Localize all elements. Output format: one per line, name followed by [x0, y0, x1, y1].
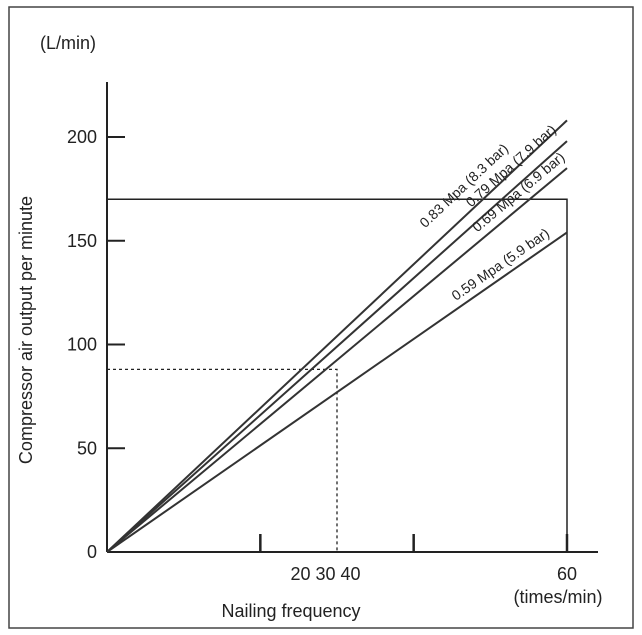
y-axis-title: Compressor air output per minute — [16, 196, 36, 464]
y-tick-label: 150 — [67, 231, 97, 251]
reference-line — [107, 198, 568, 552]
x-tick-label: 20 30 40 — [290, 564, 360, 584]
y-tick-label: 0 — [87, 542, 97, 562]
y-unit-label: (L/min) — [40, 33, 96, 53]
x-unit-label: (times/min) — [514, 587, 603, 607]
chart-frame — [8, 6, 634, 629]
series-line — [106, 140, 568, 553]
series-line — [106, 231, 568, 553]
y-tick-label: 50 — [77, 438, 97, 458]
series-line — [106, 167, 568, 553]
series-line — [106, 119, 568, 553]
reference-dashed-line — [107, 368, 338, 552]
x-tick-label: 60 — [557, 564, 577, 584]
x-axis-title: Nailing frequency — [221, 601, 360, 621]
y-tick-label: 100 — [67, 335, 97, 355]
series-label: 0.59 Mpa (5.9 bar) — [448, 225, 552, 304]
y-tick-label: 200 — [67, 127, 97, 147]
